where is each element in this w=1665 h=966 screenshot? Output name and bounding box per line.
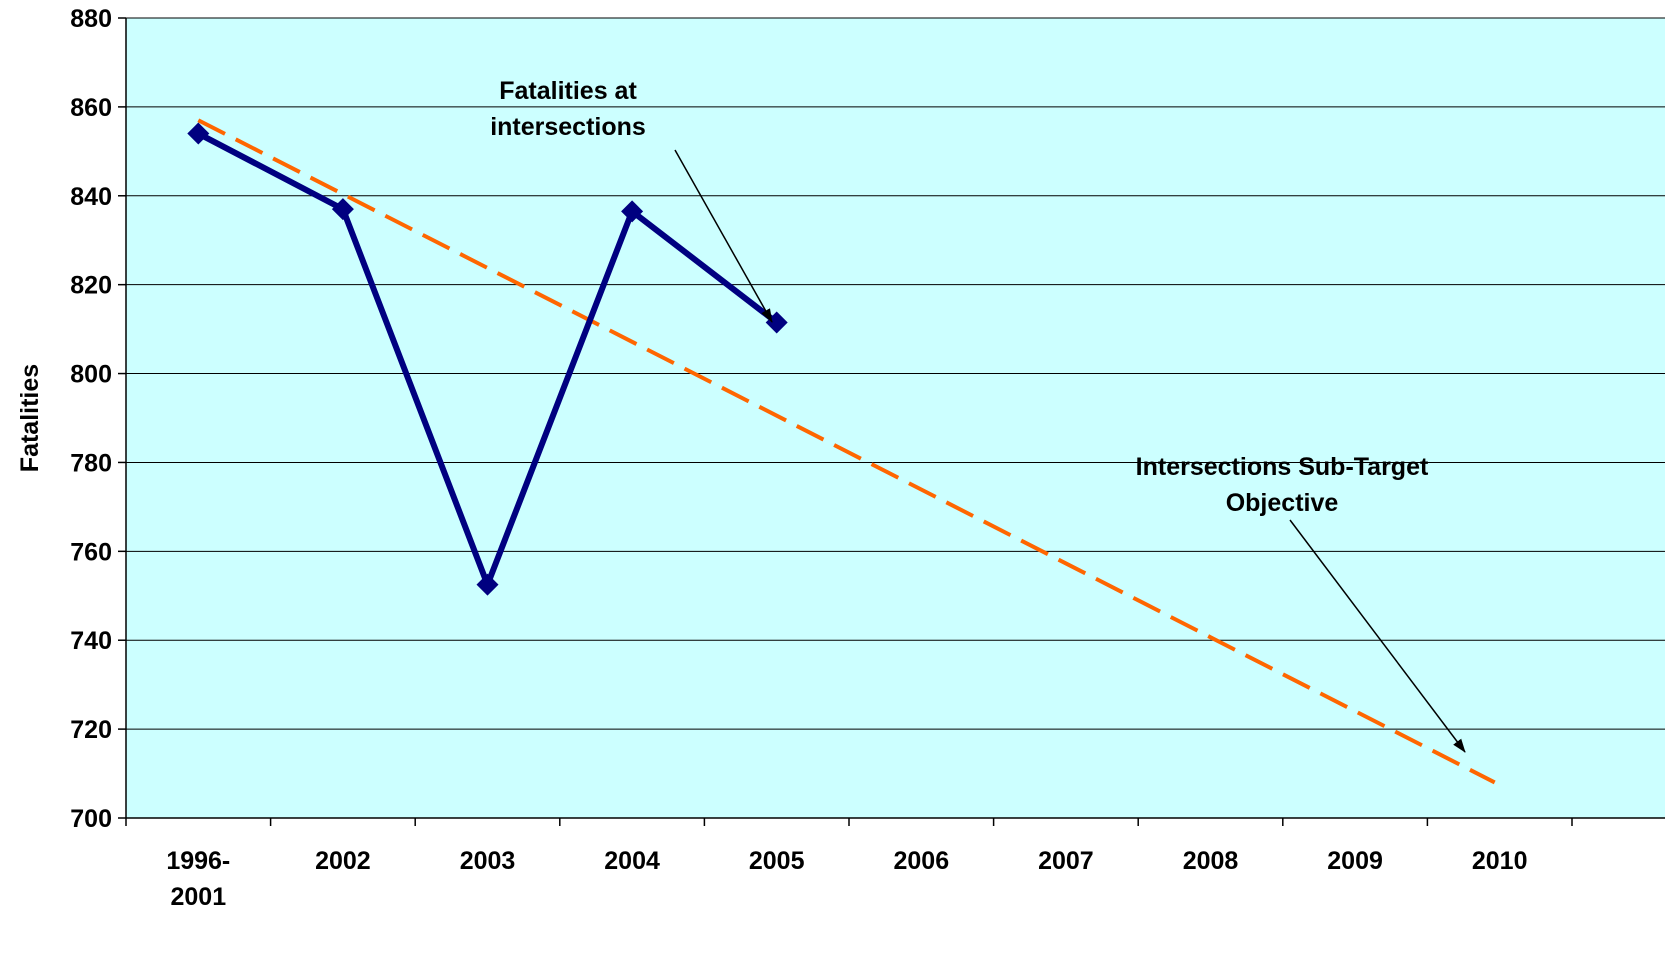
annotation-arrow: [674, 149, 773, 323]
x-tick-label: 2010: [1472, 847, 1528, 875]
y-tick-label: 740: [70, 627, 112, 655]
y-tick-label: 800: [70, 361, 112, 389]
gridlines: [126, 17, 1665, 730]
annotation-arrow: [1289, 519, 1466, 753]
data-point-marker: [621, 200, 644, 223]
x-tick-label: 2006: [893, 847, 949, 875]
x-tick-label: 2005: [749, 847, 805, 875]
y-tick-label: 700: [70, 805, 112, 833]
y-tick-label: 780: [70, 449, 112, 477]
annotations: Fatalities at intersections Intersections …: [490, 77, 1466, 753]
annotation-label: Intersections Sub-Target Objective: [1136, 453, 1429, 517]
y-tick-label: 860: [70, 94, 112, 122]
x-tick-label: 2004: [604, 847, 660, 875]
y-tick-label: 840: [70, 183, 112, 211]
x-tick-label: 2002: [315, 847, 371, 875]
y-tick-label: 820: [70, 272, 112, 300]
data-point-marker: [331, 198, 354, 221]
data-point-marker: [476, 573, 499, 596]
data-point-marker: [187, 122, 210, 145]
y-tick-label: 880: [70, 5, 112, 33]
y-axis-title: Fatalities: [16, 364, 44, 472]
x-tick-label: 2007: [1038, 847, 1094, 875]
x-tick-label: 2003: [460, 847, 516, 875]
plot-area: [126, 18, 1665, 818]
x-tick-label: 2008: [1183, 847, 1239, 875]
x-tick-label: 2009: [1327, 847, 1383, 875]
target-series-line: [197, 118, 1496, 785]
annotation-label: Fatalities at intersections: [490, 77, 646, 141]
x-tick-label: 1996-2001: [166, 847, 230, 911]
series-layer: [187, 118, 1496, 785]
axes: [118, 17, 1665, 826]
tick-labels: 700 720 740 760 780 800 820 840 860 880 1996-2001 2…: [70, 5, 1527, 911]
y-tick-label: 760: [70, 538, 112, 566]
y-tick-label: 720: [70, 716, 112, 744]
